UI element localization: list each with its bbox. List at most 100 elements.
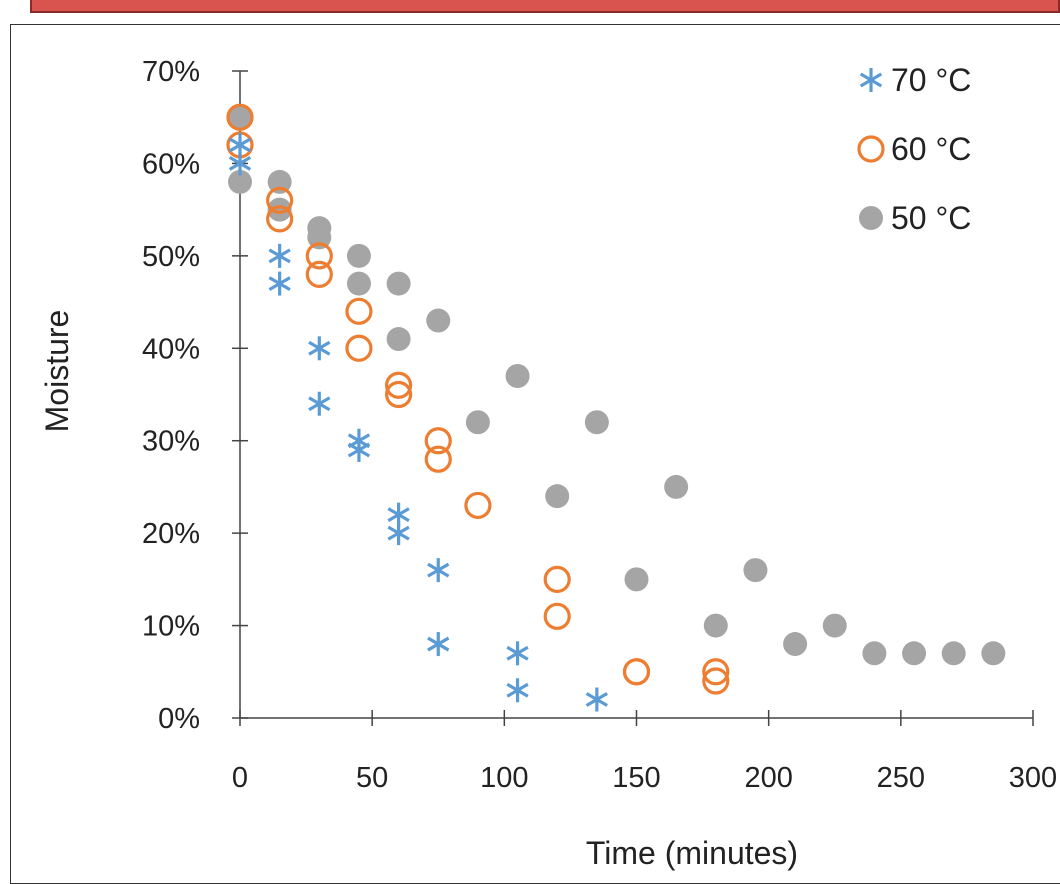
x-axis-title: Time (minutes) xyxy=(586,835,798,871)
data-point xyxy=(226,103,254,131)
series-50-C xyxy=(228,105,1006,666)
data-point xyxy=(545,484,570,509)
data-point xyxy=(228,105,252,130)
legend-marker xyxy=(857,135,885,163)
asterisk-stroke xyxy=(228,156,252,171)
legend-label: 70 °C xyxy=(891,62,971,98)
legend-label: 50 °C xyxy=(891,200,971,236)
y-tick-label: 70% xyxy=(142,56,200,88)
data-point xyxy=(505,364,530,389)
data-point xyxy=(427,632,450,657)
data-point xyxy=(228,151,252,176)
x-tick-label: 300 xyxy=(1009,762,1057,794)
data-point xyxy=(465,410,490,435)
data-point xyxy=(702,667,730,695)
asterisk-stroke xyxy=(387,507,410,523)
asterisk-stroke xyxy=(268,248,291,264)
x-tick-label: 50 xyxy=(356,762,388,794)
data-point xyxy=(424,427,452,455)
data-point xyxy=(385,371,413,399)
x-tick-label: 100 xyxy=(480,762,528,794)
chart-frame xyxy=(10,24,1060,884)
data-point xyxy=(385,380,413,409)
asterisk-stroke xyxy=(228,137,252,153)
asterisk-stroke xyxy=(347,442,371,458)
plot-area xyxy=(226,103,1006,712)
data-point xyxy=(386,327,411,352)
data-point xyxy=(585,687,608,712)
y-tick-label: 0% xyxy=(158,703,200,735)
data-point xyxy=(427,558,450,583)
y-tick-label: 20% xyxy=(142,518,200,550)
y-tick-label: 50% xyxy=(142,241,200,273)
x-tick-label: 200 xyxy=(744,762,792,794)
data-point xyxy=(981,641,1006,666)
data-point xyxy=(346,271,371,296)
data-point xyxy=(702,658,730,686)
asterisk-stroke xyxy=(387,525,410,541)
data-point xyxy=(267,169,292,194)
x-tick-label: 150 xyxy=(612,762,660,794)
data-point xyxy=(305,242,333,270)
data-point xyxy=(347,437,371,462)
data-point xyxy=(424,445,452,473)
data-point xyxy=(941,641,966,666)
header-banner xyxy=(30,0,1060,13)
y-tick-label: 40% xyxy=(142,333,200,365)
data-point xyxy=(822,613,847,638)
data-point xyxy=(268,271,291,296)
asterisk-stroke xyxy=(859,72,883,88)
data-point xyxy=(266,205,294,233)
data-point xyxy=(862,641,887,666)
y-tick-label: 60% xyxy=(142,148,200,180)
data-point xyxy=(308,336,331,361)
asterisk-stroke xyxy=(506,645,529,661)
data-point xyxy=(543,602,571,630)
y-axis-title: Moisture xyxy=(39,310,75,433)
data-point xyxy=(543,565,571,593)
data-point xyxy=(426,308,451,333)
data-point xyxy=(345,297,373,325)
data-point xyxy=(268,243,291,268)
data-point xyxy=(506,641,529,666)
series-70-C xyxy=(228,132,608,712)
asterisk-stroke xyxy=(268,276,291,291)
data-point xyxy=(464,491,492,520)
legend-marker xyxy=(859,206,883,230)
x-tick-label: 0 xyxy=(232,762,248,794)
data-point xyxy=(345,334,373,362)
data-point xyxy=(267,197,292,222)
series-60-C xyxy=(226,103,730,695)
y-tick-label: 30% xyxy=(142,426,200,458)
data-point xyxy=(387,521,410,546)
data-point xyxy=(783,632,808,657)
data-point xyxy=(307,225,332,250)
x-tick-label: 250 xyxy=(877,762,925,794)
legend-marker xyxy=(859,68,883,92)
asterisk-stroke xyxy=(308,396,331,412)
asterisk-stroke xyxy=(585,692,608,707)
data-point xyxy=(703,613,728,638)
data-point xyxy=(584,410,609,435)
axes: 0% 10% 20% 30% 40% 50% 60% 70% 0 50 100 150 200 250 30… xyxy=(142,56,1057,794)
data-point xyxy=(624,567,649,592)
legend-label: 60 °C xyxy=(891,131,971,167)
data-point xyxy=(743,558,768,583)
asterisk-stroke xyxy=(427,562,450,578)
data-point xyxy=(305,260,333,288)
asterisk-stroke xyxy=(308,340,331,356)
data-point xyxy=(266,186,294,214)
asterisk-stroke xyxy=(427,636,450,652)
data-point xyxy=(308,391,331,416)
legend: 70 °C 60 °C 50 °C xyxy=(857,62,971,236)
data-point xyxy=(346,243,371,268)
asterisk-stroke xyxy=(506,682,529,698)
data-point xyxy=(228,169,252,194)
data-point xyxy=(664,474,689,499)
data-point xyxy=(902,641,927,666)
data-point xyxy=(386,271,411,296)
y-tick-label: 10% xyxy=(142,611,200,643)
data-point xyxy=(622,658,651,686)
data-point xyxy=(506,678,529,703)
